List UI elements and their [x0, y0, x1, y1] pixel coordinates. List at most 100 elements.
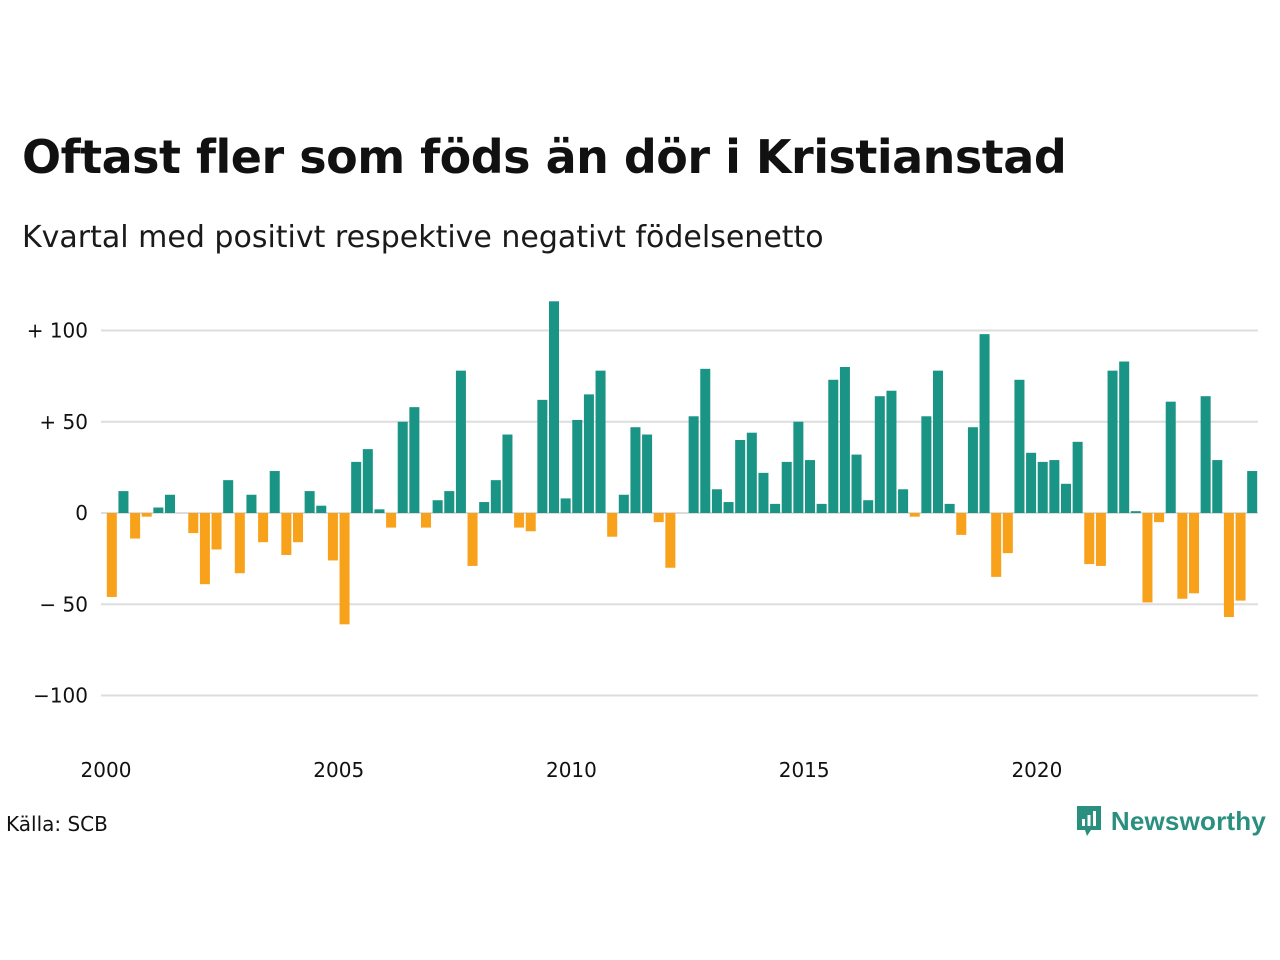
bar — [1223, 513, 1234, 618]
bar — [758, 472, 769, 513]
bar — [956, 513, 967, 535]
bar — [1049, 460, 1060, 513]
bar — [293, 513, 304, 543]
bar — [770, 503, 781, 514]
bar — [351, 461, 362, 513]
x-tick-label: 2000 — [81, 758, 132, 782]
x-tick-label: 2020 — [1011, 758, 1062, 782]
x-tick-label: 2005 — [313, 758, 364, 782]
x-tick-label: 2010 — [546, 758, 597, 782]
bar — [1002, 513, 1013, 554]
bar — [723, 502, 734, 513]
bar — [688, 416, 699, 513]
bar — [1200, 396, 1211, 513]
bar — [1165, 401, 1176, 513]
bar — [281, 513, 292, 555]
bar — [572, 419, 583, 513]
bar — [607, 513, 618, 537]
bar — [979, 334, 990, 513]
bar — [560, 498, 571, 513]
bar — [618, 494, 629, 513]
bar — [1189, 513, 1200, 594]
bar — [316, 505, 327, 513]
source-note: Källa: SCB — [6, 812, 108, 836]
bar — [1154, 513, 1165, 523]
bar — [793, 421, 804, 513]
bar — [1107, 370, 1118, 513]
bar — [746, 432, 757, 513]
bar — [269, 471, 280, 513]
bar — [327, 513, 338, 561]
bar — [1130, 511, 1141, 513]
bar — [863, 500, 874, 513]
bar — [1119, 361, 1130, 513]
bar — [1037, 461, 1048, 513]
bar — [735, 440, 746, 513]
bar — [153, 507, 164, 513]
bar — [642, 434, 653, 513]
newsworthy-logo-icon — [1076, 806, 1101, 836]
bar — [409, 407, 420, 513]
bar — [421, 513, 432, 528]
bar — [444, 491, 455, 513]
bar — [525, 513, 536, 532]
bar — [944, 503, 955, 514]
bar — [1014, 379, 1025, 513]
bar — [118, 491, 129, 513]
x-tick-label: 2015 — [779, 758, 830, 782]
bar-chart: + 100 + 50 0 − 50 −100 2000 2005 2010 2015 2020 — [27, 301, 1258, 782]
bar — [1142, 513, 1153, 603]
chart-title: Oftast fler som föds än dör i Kristianst… — [22, 130, 1067, 184]
bar — [549, 301, 560, 513]
bar — [595, 370, 606, 513]
bar — [223, 480, 234, 513]
bar — [886, 390, 897, 513]
bar — [234, 513, 245, 574]
bar — [1212, 460, 1223, 513]
bar — [304, 491, 315, 513]
bar — [991, 513, 1002, 577]
bar — [909, 513, 920, 517]
bar — [711, 489, 722, 513]
bar — [1095, 513, 1106, 566]
x-axis-tick-labels: 2000 2005 2010 2015 2020 — [81, 758, 1063, 782]
bar — [583, 394, 594, 514]
y-axis-tick-labels: + 100 + 50 0 − 50 −100 — [27, 319, 88, 708]
bar — [1177, 513, 1188, 599]
bar — [397, 421, 408, 513]
bar — [339, 513, 350, 625]
bar — [362, 449, 373, 514]
y-tick-label: + 50 — [39, 410, 88, 434]
y-tick-label: + 100 — [27, 319, 88, 343]
bar — [130, 513, 141, 539]
bar — [258, 513, 269, 543]
bar — [1061, 483, 1072, 513]
brand-logo[interactable]: Newsworthy — [1075, 804, 1266, 838]
y-tick-label: −100 — [33, 684, 88, 708]
bar — [828, 379, 839, 513]
bar — [374, 509, 385, 513]
bar — [1026, 452, 1037, 513]
bar — [816, 503, 827, 514]
bar — [874, 396, 885, 513]
bar — [514, 513, 525, 528]
bar — [898, 489, 909, 513]
bar — [839, 367, 850, 513]
bar — [386, 513, 397, 528]
bar — [1072, 441, 1083, 513]
brand-name: Newsworthy — [1110, 805, 1266, 836]
bar — [933, 370, 944, 513]
bar — [467, 513, 478, 566]
bar — [537, 399, 548, 513]
bar — [1247, 471, 1258, 513]
y-tick-label: − 50 — [39, 592, 88, 616]
bar — [165, 494, 176, 513]
bar — [967, 427, 978, 513]
bar — [805, 460, 816, 513]
bar — [479, 502, 490, 513]
bar — [490, 480, 501, 513]
bar — [106, 513, 117, 597]
bar — [921, 416, 932, 513]
y-tick-label: 0 — [75, 501, 88, 525]
bar — [188, 513, 199, 534]
